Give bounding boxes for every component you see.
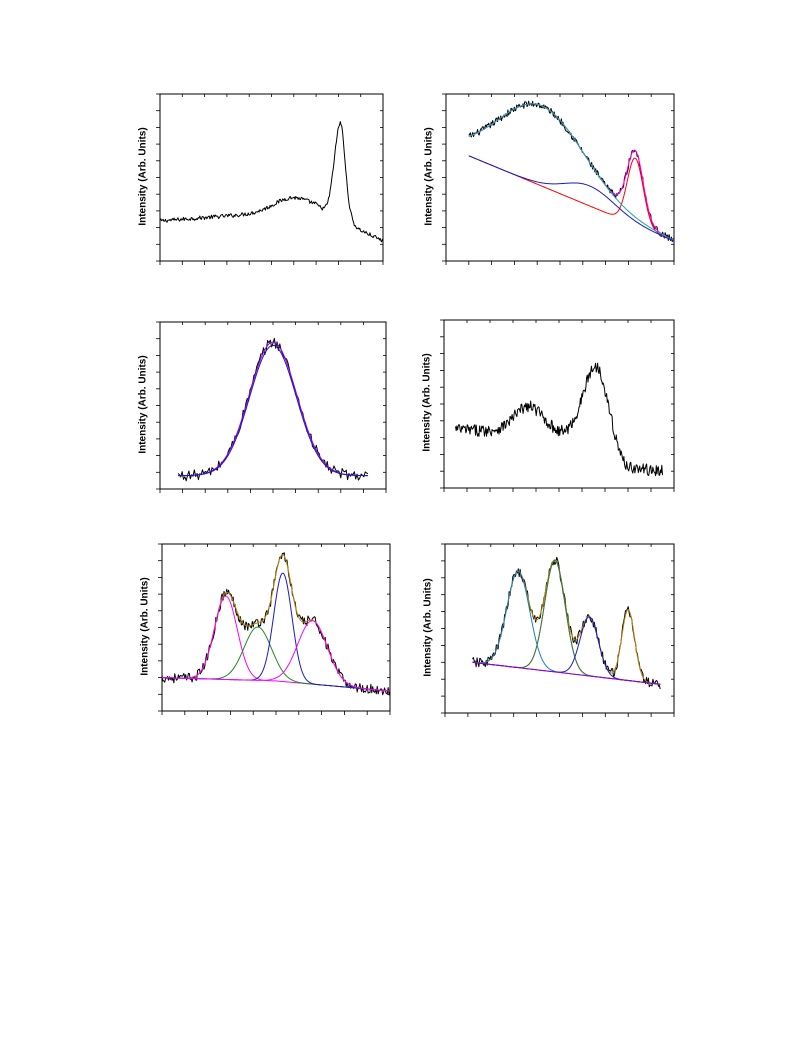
data-series-line [455, 362, 663, 477]
fit-curve-purple [472, 661, 661, 685]
plot-svg [441, 543, 675, 717]
chart-panel-a: Intensity (Arb. Units) [130, 80, 400, 280]
plot-frame [445, 93, 675, 262]
chart-panel-e: Intensity (Arb. Units) [130, 530, 400, 730]
y-axis-label: Intensity (Arb. Units) [137, 354, 149, 454]
y-axis-label: Intensity (Arb. Units) [137, 126, 149, 226]
plot-frame [159, 93, 384, 262]
fit-curve-blue [468, 155, 675, 242]
fit-curve-purple [178, 341, 368, 477]
data-series-line [159, 121, 383, 243]
plot-svg [442, 93, 675, 265]
plot-frame [159, 321, 387, 490]
plot-frame [443, 319, 675, 489]
fit-curve-blue [161, 572, 391, 692]
chart-panel-f: Intensity (Arb. Units) [412, 530, 687, 730]
plot-svg [156, 321, 387, 493]
y-axis-label: Intensity (Arb. Units) [422, 577, 434, 677]
plot-svg [440, 319, 675, 492]
plot-svg [158, 543, 391, 715]
fit-curve-magenta [161, 620, 391, 692]
fit-curve-magenta [161, 595, 391, 692]
plot-frame [161, 543, 391, 712]
fit-curve-magenta [468, 103, 675, 241]
data-series-line [468, 100, 675, 243]
chart-panel-d: Intensity (Arb. Units) [412, 306, 687, 506]
data-series-line [177, 337, 369, 482]
y-axis-label: Intensity (Arb. Units) [421, 353, 433, 452]
y-axis-label: Intensity (Arb. Units) [139, 576, 151, 676]
chart-panel-c: Intensity (Arb. Units) [130, 308, 400, 508]
fit-curve-blue [178, 344, 368, 477]
fit-curve-cyan [468, 103, 675, 241]
y-axis-label: Intensity (Arb. Units) [423, 126, 435, 226]
chart-panel-b: Intensity (Arb. Units) [412, 80, 687, 280]
fit-curve-olive [161, 553, 391, 692]
plot-svg [156, 93, 384, 265]
fit-curve-teal [472, 570, 661, 685]
